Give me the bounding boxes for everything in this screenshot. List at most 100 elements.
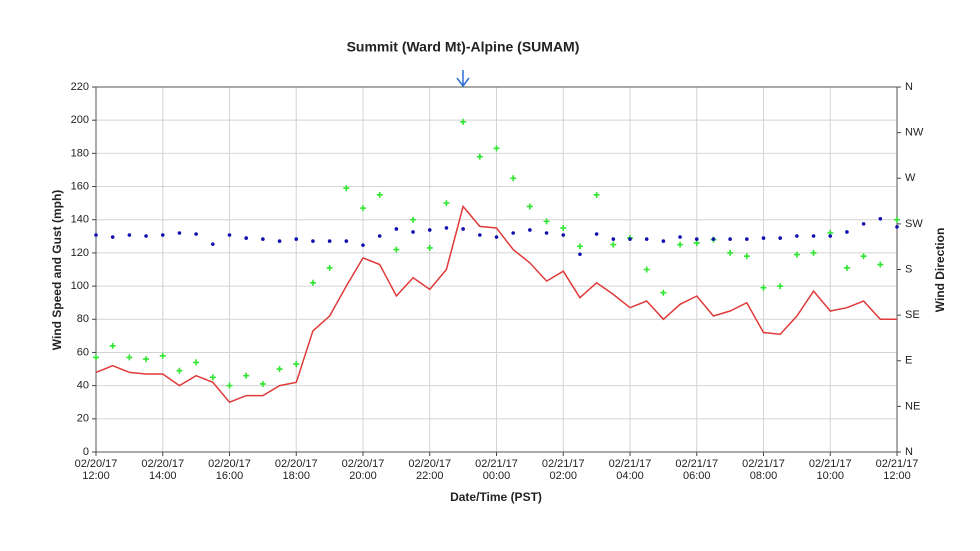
plot-frame [95, 86, 898, 453]
x-tick-label: 02/21/17 04:00 [609, 458, 652, 482]
speed-line [95, 204, 897, 404]
x-tick-label: 02/20/17 12:00 [75, 458, 118, 482]
direction-marker [311, 239, 315, 243]
direction-marker [845, 230, 849, 234]
y-tick-label: 0 [83, 446, 89, 458]
y2-axis-title: Wind Direction [933, 228, 947, 313]
gust-marker [643, 266, 650, 273]
y2-tick-label: NE [905, 400, 920, 412]
gust-marker [343, 185, 350, 192]
gust-marker [476, 153, 483, 160]
direction-marker [694, 237, 699, 241]
x-tick-label-line: 14:00 [149, 470, 177, 482]
x-axis-title: Date/Time (PST) [450, 490, 542, 504]
chart-title: Summit (Ward Mt)-Alpine (SUMAM) [347, 39, 580, 55]
gust-marker [126, 354, 133, 361]
x-tick-label-line: 02/21/17 [876, 458, 919, 470]
gust-marker [777, 283, 784, 290]
x-tick-label-line: 02/20/17 [141, 458, 184, 470]
x-tick-label-line: 02/21/17 [742, 458, 785, 470]
gust-marker [760, 284, 767, 291]
direction-marker [160, 233, 165, 237]
y-tick-label: 20 [77, 413, 89, 425]
x-tick-label-line: 02/20/17 [75, 458, 118, 470]
gust-marker [209, 374, 216, 381]
x-tick-label: 02/20/17 14:00 [141, 458, 184, 482]
gust-marker [460, 118, 467, 125]
gust-marker [677, 241, 684, 248]
gust-marker [493, 145, 500, 152]
y-tick-label: 220 [71, 81, 89, 93]
direction-marker [828, 234, 833, 238]
x-tick-label: 02/20/17 18:00 [275, 458, 318, 482]
direction-marker [528, 228, 532, 232]
direction-marker [294, 237, 299, 241]
y-tick-label: 40 [77, 380, 89, 392]
gust-marker [193, 359, 200, 366]
gust-marker [693, 239, 700, 246]
x-tick-label-line: 02/21/17 [809, 458, 852, 470]
direction-marker [644, 237, 649, 241]
direction-marker [561, 233, 566, 237]
x-tick-label-line: 12:00 [883, 470, 911, 482]
y-tick-label: 80 [77, 313, 89, 325]
gust-marker [743, 253, 750, 260]
x-tick-label: 02/21/17 00:00 [475, 458, 518, 482]
x-tick-label-line: 02/21/17 [475, 458, 518, 470]
x-tick-label: 02/21/17 08:00 [742, 458, 785, 482]
direction-marker [177, 231, 182, 235]
gust-marker [843, 264, 850, 271]
x-tick-label-line: 22:00 [416, 470, 444, 482]
direction-marker [878, 217, 883, 221]
direction-marker [227, 233, 232, 237]
gust-marker [159, 352, 166, 359]
direction-marker [211, 242, 215, 246]
y2-tick-label: N [905, 81, 913, 93]
y2-tick-label: S [905, 263, 912, 275]
y2-tick-label: SE [905, 309, 920, 321]
x-tick-label-line: 02/20/17 [275, 458, 318, 470]
x-tick-label-line: 08:00 [750, 470, 778, 482]
gust-marker [610, 241, 617, 248]
direction-marker [261, 237, 265, 241]
gust-marker [877, 261, 884, 268]
y2-tick-label: E [905, 355, 912, 367]
x-tick-label-line: 06:00 [683, 470, 711, 482]
direction-marker [494, 235, 499, 239]
gust-marker [894, 216, 900, 223]
gust-marker [109, 342, 116, 349]
x-tick-label: 02/20/17 22:00 [408, 458, 451, 482]
gust-marker [793, 251, 800, 258]
y2-tick-label: SW [905, 218, 923, 230]
y-tick-label: 100 [71, 280, 89, 292]
y2-tick-label: W [905, 172, 916, 184]
gust-marker [810, 249, 817, 256]
x-tick-label-line: 20:00 [349, 470, 377, 482]
x-tick-label-line: 02/21/17 [675, 458, 718, 470]
gust-marker [860, 253, 867, 260]
x-tick-label-line: 16:00 [216, 470, 244, 482]
direction-marker [344, 239, 349, 243]
x-tick-label-line: 12:00 [82, 470, 110, 482]
y-tick-label: 160 [71, 180, 89, 192]
x-tick-label: 02/21/17 12:00 [876, 458, 919, 482]
direction-marker [394, 227, 399, 231]
y-tick-label: 60 [77, 346, 89, 358]
direction-marker [661, 239, 666, 243]
gust-marker [526, 203, 533, 210]
gust-marker [727, 249, 734, 256]
gust-marker [293, 361, 300, 368]
gust-marker [443, 200, 450, 207]
gust-marker [143, 356, 150, 363]
x-tick-label: 02/21/17 06:00 [675, 458, 718, 482]
direction-marker [511, 231, 515, 235]
x-tick-label-line: 00:00 [483, 470, 511, 482]
direction-marker [811, 234, 816, 238]
gust-marker [560, 225, 567, 232]
x-tick-label-line: 02/20/17 [208, 458, 251, 470]
x-tick-label: 02/21/17 10:00 [809, 458, 852, 482]
current-time-arrow [456, 70, 470, 88]
direction-marker [478, 233, 482, 237]
direction-marker [745, 237, 749, 241]
